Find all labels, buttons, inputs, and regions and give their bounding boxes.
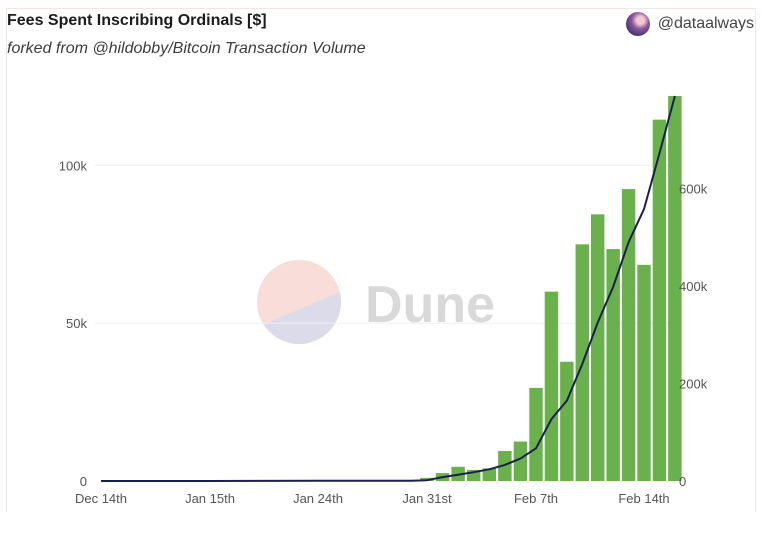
bar [513, 441, 528, 481]
bar [652, 119, 667, 481]
y-left-tick-label: 0 [80, 474, 87, 489]
bar [560, 361, 574, 481]
chart-title: Fees Spent Inscribing Ordinals [$] [7, 12, 267, 29]
bar [637, 264, 651, 481]
x-tick-label: Jan 24th [293, 491, 343, 506]
bar [668, 96, 682, 481]
dune-watermark: Dune [257, 260, 495, 344]
grid-lines [95, 164, 670, 324]
y-right-tick-label: 400k [679, 279, 708, 294]
x-tick-label: Jan 31st [402, 491, 452, 506]
chart-subtitle[interactable]: forked from @hildobby/Bitcoin Transactio… [7, 40, 366, 57]
bar [544, 291, 559, 481]
bar [498, 451, 512, 481]
author-name[interactable]: @dataalways [657, 15, 754, 32]
bar [621, 189, 636, 481]
bar [529, 387, 543, 481]
y-right-tick-label: 0 [679, 474, 686, 489]
x-tick-label: Jan 15th [185, 491, 235, 506]
avatar[interactable] [625, 12, 650, 36]
author-badge[interactable]: @dataalways [625, 12, 754, 36]
y-left-tick-label: 100k [59, 158, 88, 173]
y-right-tick-label: 200k [679, 377, 708, 392]
bar [482, 468, 496, 481]
bar [467, 469, 481, 481]
bar [606, 249, 620, 481]
axes: 0 50k 100k 0 200k 400k 600k Dec 14th Jan 15th Jan… [59, 158, 708, 506]
x-tick-label: Feb 14th [618, 491, 669, 506]
line-series [101, 95, 676, 482]
y-right-tick-label: 600k [679, 182, 708, 197]
x-tick-label: Dec 14th [75, 491, 127, 506]
x-tick-label: Feb 7th [514, 491, 558, 506]
y-left-tick-label: 50k [66, 316, 87, 331]
bar [591, 214, 605, 482]
cumulative-line [101, 95, 676, 482]
watermark-text: Dune [365, 276, 495, 334]
